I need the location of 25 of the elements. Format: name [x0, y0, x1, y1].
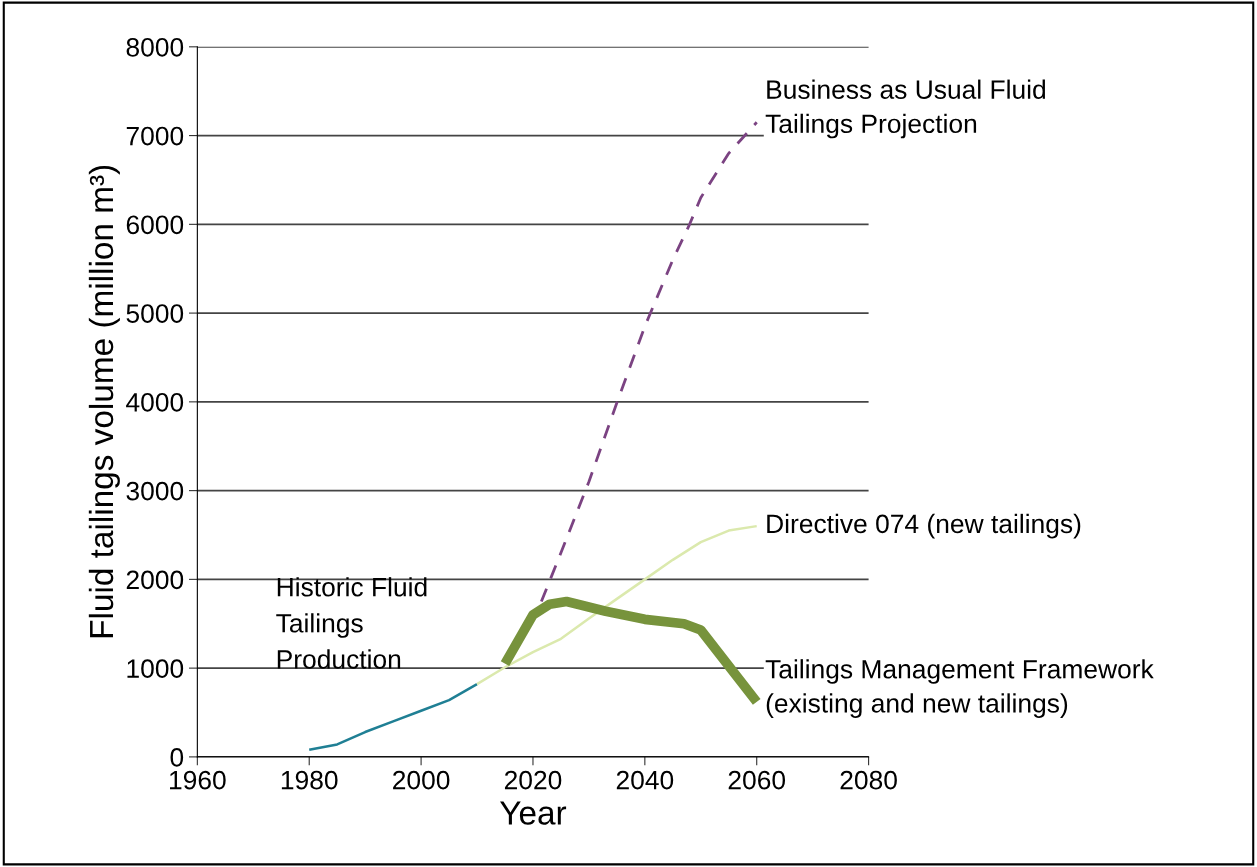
y-tick-label: 6000 — [126, 215, 184, 235]
series-label: Business as Usual Fluid Tailings Projection — [765, 79, 1046, 139]
x-tick-label: 2080 — [840, 770, 897, 790]
y-tick-label: 2000 — [126, 570, 184, 590]
line-series — [539, 120, 759, 603]
x-axis-title: Year — [500, 801, 567, 825]
x-tick-label: 2040 — [616, 770, 674, 790]
x-tick-label: 2020 — [504, 770, 562, 790]
y-tick-label: 0 — [170, 748, 184, 767]
y-axis-title: Fluid tailings volume (million m³) — [88, 165, 120, 638]
x-tick-label: 1980 — [281, 770, 338, 790]
series-label: Tailings Management Framework (existing and new tailings) — [765, 659, 1154, 718]
y-tick-label: 5000 — [126, 304, 184, 323]
x-tick-label: 2000 — [393, 770, 450, 790]
line-series — [307, 682, 479, 752]
series-label: Directive 074 (new tailings) — [767, 513, 1081, 539]
y-tick-label: 4000 — [126, 392, 184, 412]
y-tick-label: 3000 — [126, 481, 184, 501]
y-tick-label: 1000 — [127, 659, 184, 678]
x-tick-label: 2060 — [728, 770, 786, 790]
series-label: Historic Fluid Tailings Production — [276, 577, 427, 669]
line-series — [475, 524, 758, 686]
y-tick-label: 7000 — [126, 126, 184, 146]
y-tick-label: 8000 — [126, 37, 184, 57]
x-tick-label: 1960 — [170, 770, 226, 790]
